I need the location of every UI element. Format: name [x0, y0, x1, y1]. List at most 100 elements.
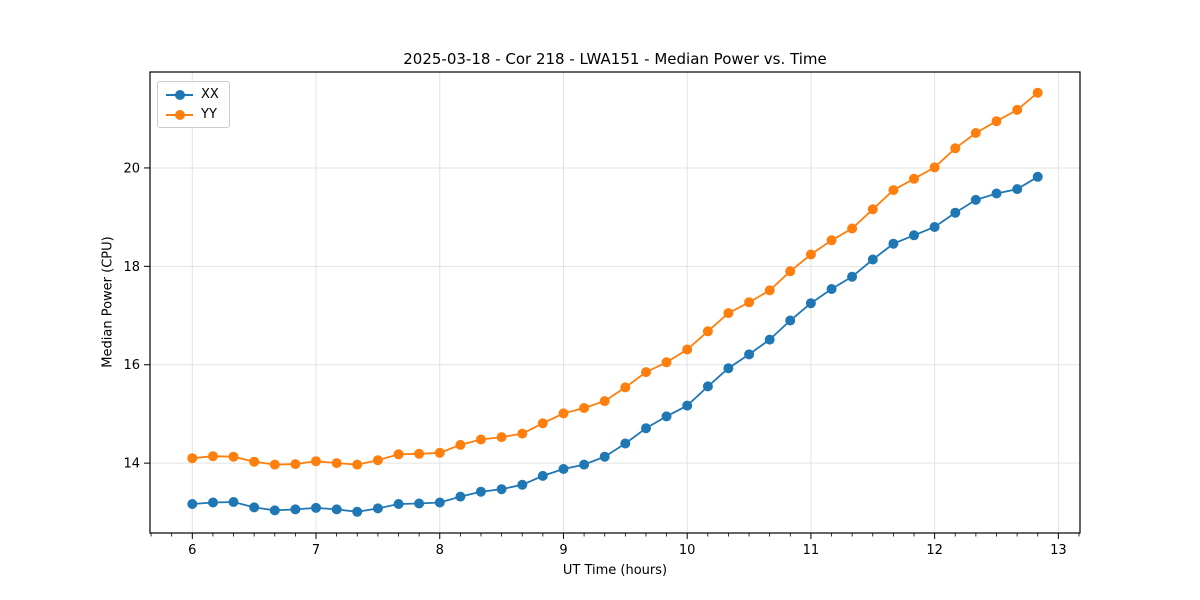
data-point	[249, 502, 260, 513]
data-point	[228, 497, 239, 507]
svg-text:11: 11	[803, 543, 820, 558]
data-point	[826, 284, 837, 294]
data-point	[434, 447, 445, 458]
data-point	[785, 315, 796, 326]
data-point	[991, 116, 1002, 127]
data-point	[558, 408, 569, 419]
data-point	[970, 194, 981, 205]
data-point	[682, 344, 693, 355]
data-point	[352, 459, 363, 470]
data-point	[867, 204, 878, 215]
axis-ticks	[144, 167, 1080, 539]
data-point	[372, 455, 383, 466]
data-point	[744, 349, 755, 360]
legend-label-xx: XX	[201, 87, 219, 102]
data-point	[537, 418, 548, 429]
data-point	[558, 464, 569, 474]
data-point	[517, 479, 528, 490]
data-point	[208, 497, 218, 508]
data-point	[723, 308, 734, 319]
data-point	[311, 502, 321, 513]
data-point	[888, 238, 899, 249]
data-point	[929, 162, 940, 173]
data-point	[620, 382, 631, 393]
data-point	[414, 498, 425, 509]
data-point	[620, 438, 631, 449]
svg-text:8: 8	[436, 543, 444, 558]
data-point	[702, 326, 713, 337]
legend-line-sample-yy	[166, 109, 193, 120]
legend: XX YY	[157, 81, 230, 128]
legend-label-yy: YY	[201, 107, 217, 122]
data-point	[661, 357, 672, 368]
data-point	[579, 459, 590, 470]
data-point	[311, 456, 321, 467]
svg-text:9: 9	[559, 543, 567, 558]
data-point	[909, 173, 919, 184]
svg-text:7: 7	[312, 543, 320, 558]
data-point	[599, 451, 610, 462]
data-point	[496, 484, 507, 495]
data-point	[599, 396, 610, 407]
data-point	[764, 285, 775, 296]
data-point	[372, 503, 383, 514]
data-point	[331, 504, 342, 515]
legend-item-yy: YY	[166, 107, 219, 122]
data-point	[393, 449, 404, 460]
data-point	[434, 497, 445, 508]
data-point	[909, 230, 919, 241]
data-point	[950, 143, 961, 154]
series-xx	[187, 171, 1043, 517]
data-point	[208, 451, 218, 462]
data-point	[228, 451, 239, 462]
chart-title: 2025-03-18 - Cor 218 - LWA151 - Median P…	[403, 50, 827, 68]
data-point	[290, 459, 301, 470]
data-point	[455, 439, 466, 450]
data-point	[970, 128, 981, 138]
data-point	[455, 491, 466, 502]
data-point	[269, 459, 280, 470]
data-point	[641, 423, 651, 434]
legend-item-xx: XX	[166, 87, 219, 102]
data-point	[537, 470, 548, 481]
data-point	[517, 428, 528, 439]
data-point	[1012, 184, 1023, 195]
data-point	[393, 499, 404, 509]
svg-text:16: 16	[123, 358, 140, 373]
series-yy	[187, 87, 1043, 470]
data-point	[414, 448, 425, 459]
svg-text:18: 18	[123, 260, 140, 275]
data-point	[805, 298, 816, 309]
data-point	[661, 411, 672, 422]
data-point	[269, 505, 280, 516]
data-point	[352, 506, 363, 517]
data-point	[475, 486, 486, 497]
svg-text:20: 20	[123, 161, 140, 176]
data-point	[785, 266, 796, 277]
data-point	[847, 223, 858, 234]
legend-line-sample-xx	[166, 89, 193, 100]
data-point	[929, 222, 940, 232]
plot-frame	[149, 71, 1081, 534]
data-point	[1012, 104, 1023, 115]
data-point	[579, 403, 590, 413]
data-point	[249, 456, 260, 467]
data-point	[290, 504, 301, 515]
data-point	[682, 400, 693, 411]
data-point	[991, 188, 1002, 199]
series-line-yy	[192, 92, 1039, 466]
svg-text:13: 13	[1050, 543, 1067, 558]
data-point	[187, 453, 198, 464]
data-point	[764, 334, 775, 345]
data-point	[496, 432, 507, 443]
data-point	[847, 271, 858, 282]
svg-text:12: 12	[926, 543, 943, 558]
data-point	[702, 381, 713, 392]
y-axis-label: Median Power (CPU)	[100, 236, 116, 368]
x-axis-label: UT Time (hours)	[562, 563, 668, 578]
data-point	[331, 458, 342, 469]
data-point	[744, 297, 755, 308]
data-point	[723, 363, 734, 374]
svg-text:6: 6	[188, 543, 196, 558]
